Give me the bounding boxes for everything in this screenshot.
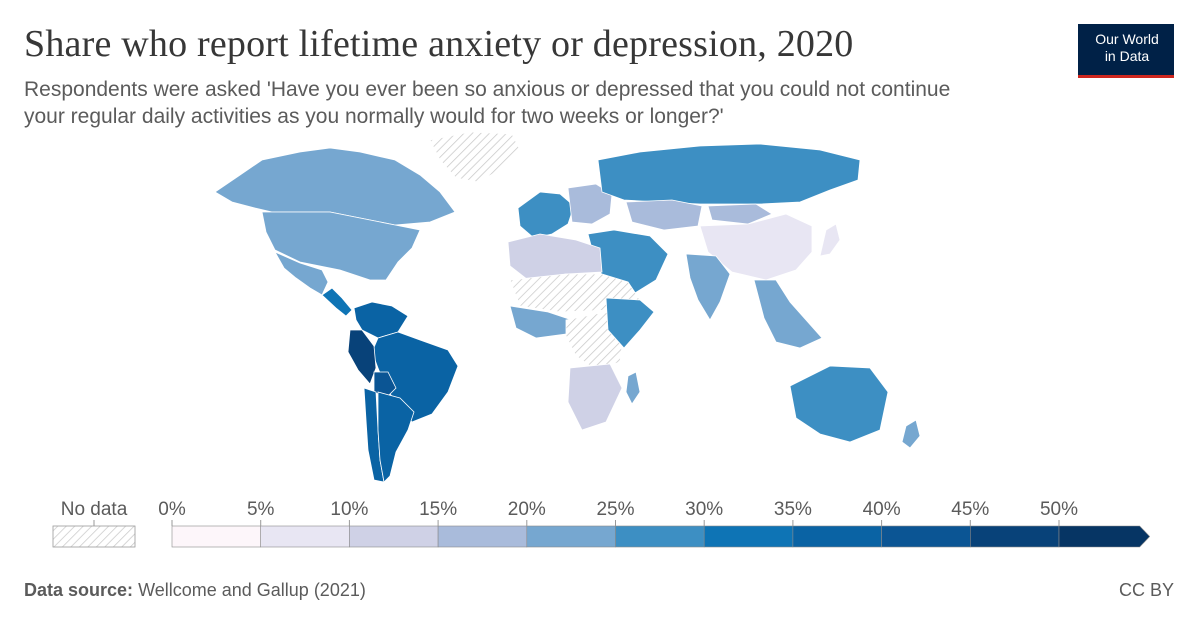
chart-subtitle: Respondents were asked 'Have you ever be… (24, 78, 951, 128)
legend-bin-0 (171, 525, 261, 548)
legend-bin-10 (1058, 525, 1151, 548)
legend-tick-label: 15% (419, 499, 457, 520)
legend-bin-3 (437, 525, 528, 548)
legend-bin-4 (526, 525, 616, 548)
legend-bin-6 (703, 525, 794, 548)
region-western-europe[interactable] (517, 191, 575, 239)
region-bolivia[interactable] (373, 371, 397, 399)
region-australia[interactable] (789, 365, 889, 443)
region-india[interactable] (685, 253, 731, 321)
region-kazakhstan[interactable] (625, 199, 703, 231)
legend-tick-label: 45% (951, 499, 989, 520)
region-japan[interactable] (819, 223, 841, 257)
legend-bin-8 (881, 525, 971, 548)
region-southern-africa[interactable] (567, 363, 623, 431)
data-source-label: Data source: (24, 580, 134, 600)
license-label[interactable]: CC BY (1118, 580, 1174, 600)
data-source-text[interactable]: Wellcome and Gallup (2021) (138, 580, 366, 600)
region-north-africa[interactable] (507, 233, 603, 281)
legend-tick-label: 20% (508, 499, 546, 520)
region-brazil[interactable] (371, 331, 459, 423)
data-source: Data source: Wellcome and Gallup (2021) (24, 580, 366, 601)
legend-no-data-swatch (52, 525, 136, 548)
legend-tick-label: 30% (685, 499, 723, 520)
legend-tick-label: 10% (330, 499, 368, 520)
region-new-zealand[interactable] (901, 419, 921, 449)
region-southeast-asia[interactable] (753, 279, 823, 349)
region-peru[interactable] (347, 329, 377, 385)
legend-tick-label: 5% (247, 499, 275, 520)
logo-line-1: Our World (1095, 31, 1159, 47)
legend-tick-label: 25% (596, 499, 634, 520)
legend-tick-label: 35% (774, 499, 812, 520)
legend-tick-label: 50% (1040, 499, 1078, 520)
legend-tick-label: 40% (863, 499, 901, 520)
region-greenland[interactable] (429, 131, 521, 183)
legend-no-data-label: No data (61, 499, 128, 520)
legend-bin-9 (969, 525, 1060, 548)
region-madagascar[interactable] (625, 371, 641, 405)
legend-bin-7 (792, 525, 882, 548)
region-mongolia[interactable] (707, 203, 773, 225)
owid-logo[interactable]: Our World in Data (1078, 24, 1174, 78)
region-central-america[interactable] (321, 287, 353, 317)
color-legend: No data 0% 5% 10% 15% 20% 25% 30% 35% 40% 45% 50% (52, 499, 1151, 548)
region-russia[interactable] (597, 143, 861, 205)
legend-tick-label: 0% (158, 499, 186, 520)
region-east-africa[interactable] (605, 297, 655, 349)
region-eastern-europe[interactable] (567, 183, 613, 225)
region-united-states[interactable] (261, 211, 421, 281)
legend-bin-5 (615, 525, 705, 548)
logo-line-2: in Data (1104, 48, 1150, 64)
map-regions (214, 131, 921, 483)
legend-bin-2 (349, 525, 439, 548)
world-map[interactable] (0, 130, 1200, 490)
legend-bin-1 (260, 525, 350, 548)
chart-title: Share who report lifetime anxiety or dep… (24, 23, 854, 65)
region-argentina[interactable] (377, 391, 415, 483)
